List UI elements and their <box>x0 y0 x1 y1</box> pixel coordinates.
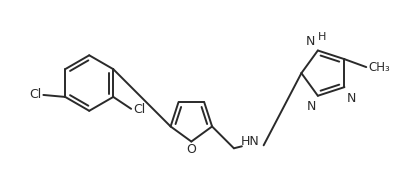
Text: N: N <box>307 100 316 113</box>
Text: H: H <box>318 32 326 42</box>
Text: N: N <box>305 35 315 48</box>
Text: HN: HN <box>240 135 259 148</box>
Text: O: O <box>186 143 196 156</box>
Text: N: N <box>346 92 356 105</box>
Text: CH₃: CH₃ <box>368 61 390 74</box>
Text: Cl: Cl <box>133 103 145 116</box>
Text: Cl: Cl <box>29 88 41 101</box>
